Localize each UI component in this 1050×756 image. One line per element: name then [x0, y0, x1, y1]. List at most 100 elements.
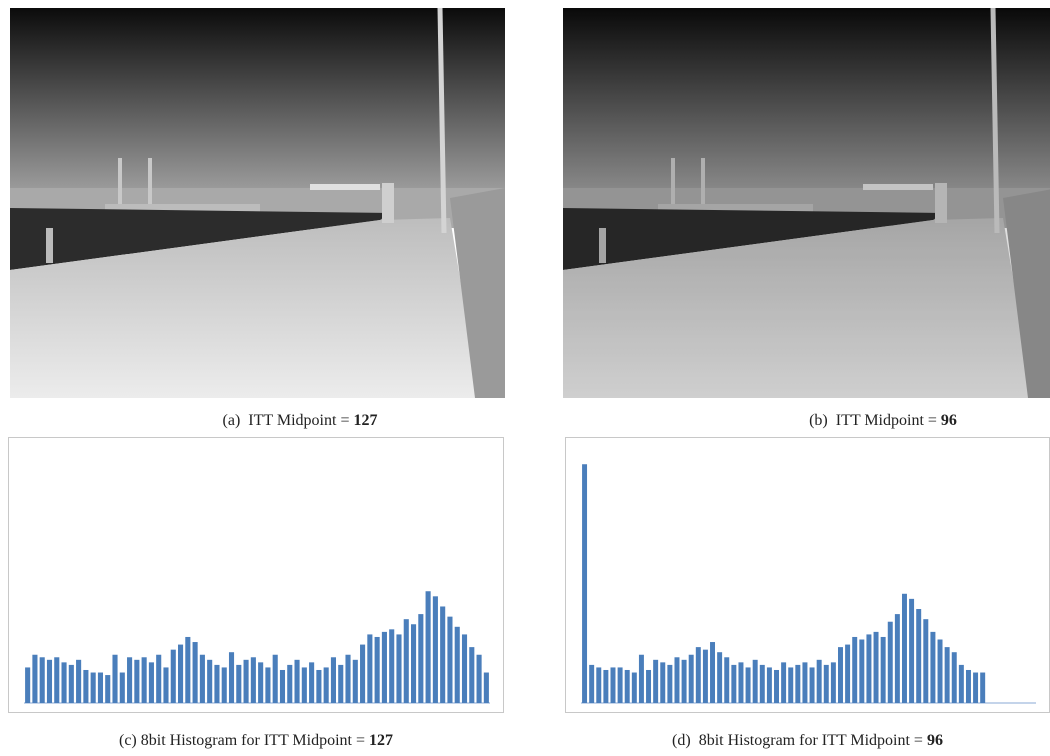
bar	[309, 662, 314, 703]
bar	[831, 662, 836, 703]
bar	[302, 667, 307, 703]
bar	[938, 640, 943, 704]
bar	[618, 667, 623, 703]
caption-value: 127	[353, 412, 377, 429]
caption-label: (d) 8bit Histogram for ITT Midpoint =	[672, 732, 923, 749]
bar	[632, 673, 637, 703]
bar	[888, 622, 893, 703]
bar	[484, 673, 489, 703]
bar	[973, 673, 978, 703]
bar	[396, 634, 401, 703]
bar	[845, 645, 850, 703]
bar	[731, 665, 736, 703]
bar	[952, 652, 957, 703]
bar	[781, 662, 786, 703]
bar	[881, 637, 886, 703]
bar	[611, 667, 616, 703]
bar	[273, 655, 278, 703]
bar	[324, 667, 329, 703]
bar	[345, 655, 350, 703]
bar	[193, 642, 198, 703]
bar	[316, 670, 321, 703]
caption: (d) 8bit Histogram for ITT Midpoint = 96	[565, 732, 1050, 750]
bar	[859, 640, 864, 704]
bar	[838, 647, 843, 703]
bar	[696, 647, 701, 703]
bar	[874, 632, 879, 703]
bar	[98, 673, 103, 703]
bar	[265, 667, 270, 703]
bar	[251, 657, 256, 703]
bar	[200, 655, 205, 703]
bar	[156, 655, 161, 703]
histogram	[8, 437, 504, 713]
caption-value: 96	[927, 732, 943, 749]
bar	[923, 619, 928, 703]
bar	[582, 464, 587, 703]
bar	[667, 665, 672, 703]
caption-label: (b) ITT Midpoint =	[809, 412, 937, 429]
bar	[824, 665, 829, 703]
bar	[746, 667, 751, 703]
caption-label: (c) 8bit Histogram for ITT Midpoint =	[119, 732, 365, 749]
bar	[817, 660, 822, 703]
bar	[134, 660, 139, 703]
bar	[360, 645, 365, 703]
bar	[69, 665, 74, 703]
bar	[214, 665, 219, 703]
bar	[375, 637, 380, 703]
bar	[382, 632, 387, 703]
bar	[47, 660, 52, 703]
bar	[660, 662, 665, 703]
bar	[760, 665, 765, 703]
caption: (c) 8bit Histogram for ITT Midpoint = 12…	[8, 732, 504, 750]
bar	[411, 624, 416, 703]
bar	[244, 660, 249, 703]
bar	[149, 662, 154, 703]
bar	[83, 670, 88, 703]
bar	[171, 650, 176, 703]
bar	[61, 662, 66, 703]
bar	[788, 667, 793, 703]
bar	[625, 670, 630, 703]
caption-value: 96	[941, 412, 957, 429]
bar	[455, 627, 460, 703]
bar	[440, 606, 445, 703]
bar	[105, 675, 110, 703]
bar	[810, 667, 815, 703]
bar	[331, 657, 336, 703]
bar	[142, 657, 147, 703]
bar	[462, 634, 467, 703]
bar	[389, 629, 394, 703]
caption: (b) ITT Midpoint = 96	[563, 412, 1050, 430]
bar	[738, 662, 743, 703]
bar	[25, 667, 30, 703]
bar	[127, 657, 132, 703]
histogram	[565, 437, 1050, 713]
bar	[433, 596, 438, 703]
bar	[258, 662, 263, 703]
bar	[802, 662, 807, 703]
caption: (a) ITT Midpoint = 127	[10, 412, 590, 430]
bar	[703, 650, 708, 703]
thermal-image	[10, 8, 505, 398]
bar	[280, 670, 285, 703]
bar	[916, 609, 921, 703]
bar	[774, 670, 779, 703]
bar	[710, 642, 715, 703]
bar	[589, 665, 594, 703]
caption-value: 127	[369, 732, 393, 749]
bar	[222, 667, 227, 703]
page: (a) ITT Midpoint = 127 (b) ITT Midpoint …	[0, 0, 1050, 756]
bar	[91, 673, 96, 703]
bar	[40, 657, 45, 703]
bar	[717, 652, 722, 703]
bar	[294, 660, 299, 703]
thermal-image	[563, 8, 1050, 398]
bar	[674, 657, 679, 703]
bar	[426, 591, 431, 703]
bar	[32, 655, 37, 703]
bar	[930, 632, 935, 703]
bar	[959, 665, 964, 703]
bar	[229, 652, 234, 703]
